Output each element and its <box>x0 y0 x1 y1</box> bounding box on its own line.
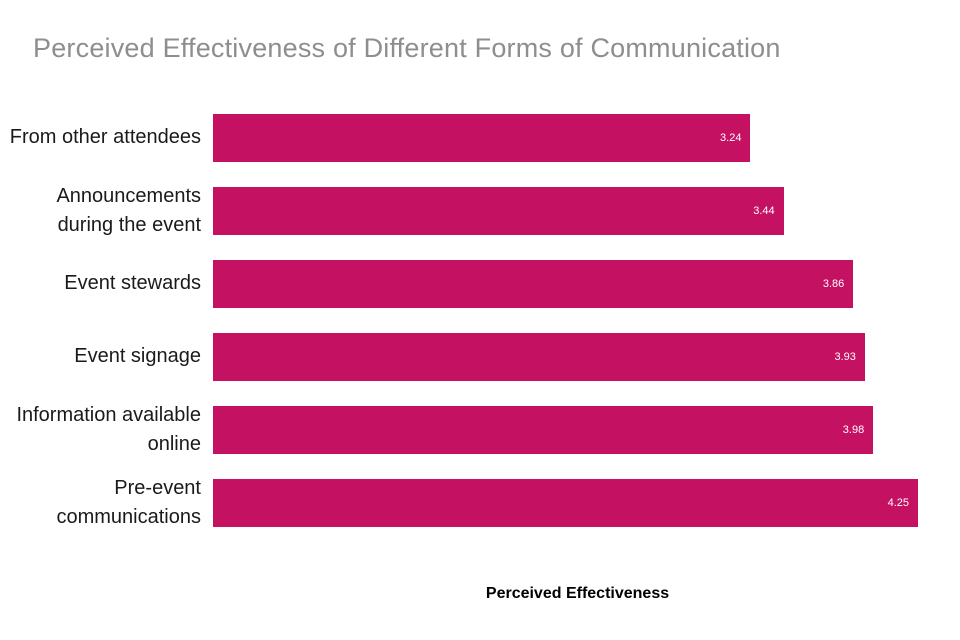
chart-row: Event signage 3.93 <box>0 320 960 393</box>
bar-track: 3.93 <box>213 332 918 381</box>
bar-value-label: 4.25 <box>887 496 909 509</box>
category-label: From other attendees <box>9 126 201 148</box>
chart-row: Pre-event communications 4.25 <box>0 466 960 539</box>
chart-title: Perceived Effectiveness of Different For… <box>33 33 781 63</box>
bar-track: 3.86 <box>213 259 918 308</box>
bar-track: 3.44 <box>213 186 918 235</box>
bar-value-label: 3.86 <box>822 277 845 290</box>
bar-value-label: 3.93 <box>834 350 856 363</box>
bar: 3.86 <box>213 259 854 308</box>
bar: 3.24 <box>213 113 751 162</box>
bar-value-label: 3.24 <box>720 131 742 144</box>
category-label: Event signage <box>74 345 201 367</box>
bar-value-label: 3.98 <box>842 423 865 436</box>
category-label: Announcements during the event <box>56 184 201 236</box>
bar: 4.25 <box>213 478 918 527</box>
chart-plot-area: From other attendees 3.24 Announcements du… <box>0 101 960 539</box>
category-label: Event stewards <box>64 272 201 294</box>
bar: 3.98 <box>213 405 874 454</box>
bar: 3.93 <box>213 332 865 381</box>
chart-row: Information available online 3.98 <box>0 393 960 466</box>
bar-track: 4.25 <box>213 478 918 527</box>
x-axis-label: Perceived Effectiveness <box>485 585 670 602</box>
chart-row: From other attendees 3.24 <box>0 101 960 174</box>
bar-track: 3.98 <box>213 405 918 454</box>
bar-value-label: 3.44 <box>753 204 775 217</box>
chart-row: Event stewards 3.86 <box>0 247 960 320</box>
category-label: Pre-event communications <box>56 476 201 528</box>
chart-row: Announcements during the event 3.44 <box>0 174 960 247</box>
category-label: Information available online <box>16 403 201 455</box>
bar-track: 3.24 <box>213 113 918 162</box>
bar: 3.44 <box>213 186 784 235</box>
